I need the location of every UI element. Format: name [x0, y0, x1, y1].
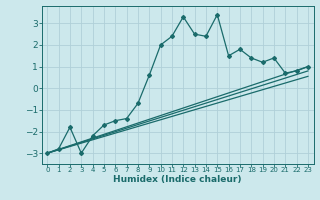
X-axis label: Humidex (Indice chaleur): Humidex (Indice chaleur) [113, 175, 242, 184]
